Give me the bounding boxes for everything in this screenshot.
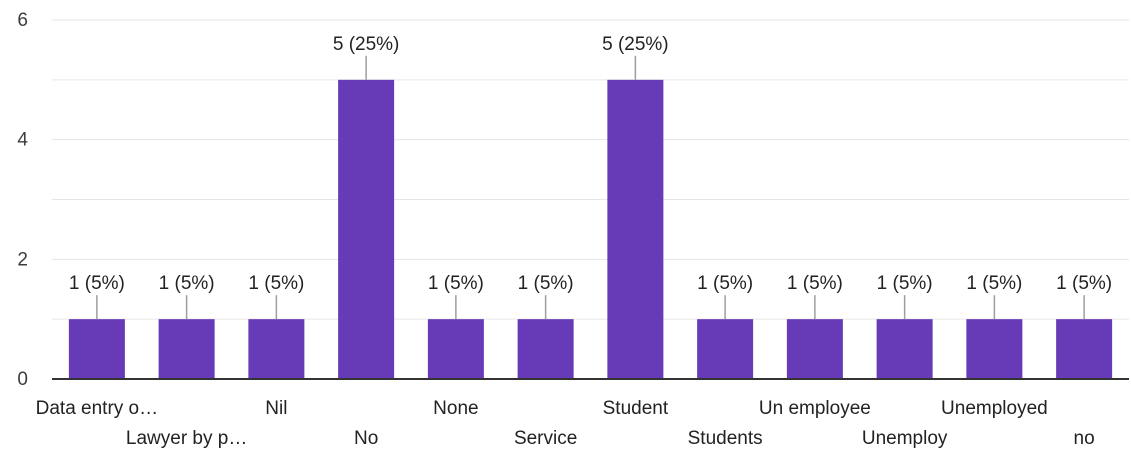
x-tick-label: Data entry o… [36,398,159,419]
y-tick-label: 2 [17,249,28,270]
data-label: 1 (5%) [159,273,215,294]
bar [1056,319,1113,379]
bar [427,319,484,379]
bar [248,319,305,379]
bars [68,79,1113,379]
bar [876,319,933,379]
x-tick-label: Service [514,428,577,449]
bar [338,79,395,379]
x-axis-category-labels: Data entry o… Lawyer by p… Nil No None Servic… [36,398,1095,449]
bar [966,319,1023,379]
x-tick-label: None [433,398,478,419]
data-label: 5 (25%) [602,34,669,55]
data-label-leaders [96,55,1085,320]
x-tick-label: Student [603,398,669,419]
data-label: 1 (5%) [248,273,304,294]
y-axis-tick-labels: 0 2 4 6 [17,10,28,390]
data-label: 1 (5%) [877,273,933,294]
x-tick-label: no [1074,428,1095,449]
bar [158,319,215,379]
data-label: 1 (5%) [787,273,843,294]
x-tick-label: No [354,428,378,449]
x-tick-label: Un employee [759,398,871,419]
data-labels: 1 (5%) 1 (5%) 1 (5%) 5 (25%) 1 (5%) 1 (5%) 5 (… [69,34,1112,294]
data-label: 1 (5%) [1056,273,1112,294]
data-label: 1 (5%) [697,273,753,294]
bar [607,79,664,379]
bar [786,319,843,379]
data-label: 1 (5%) [428,273,484,294]
data-label: 1 (5%) [966,273,1022,294]
x-tick-label: Students [688,428,763,449]
y-tick-label: 0 [17,369,28,390]
bar [517,319,574,379]
x-tick-label: Unemploy [862,428,948,449]
bar [697,319,754,379]
data-label: 1 (5%) [69,273,125,294]
x-tick-label: Unemployed [941,398,1048,419]
y-tick-label: 4 [17,130,28,151]
data-label: 5 (25%) [333,34,400,55]
data-label: 1 (5%) [518,273,574,294]
gridlines [52,19,1129,320]
bar [68,319,125,379]
x-tick-label: Lawyer by p… [126,428,247,449]
x-tick-label: Nil [265,398,287,419]
y-tick-label: 6 [17,10,28,31]
